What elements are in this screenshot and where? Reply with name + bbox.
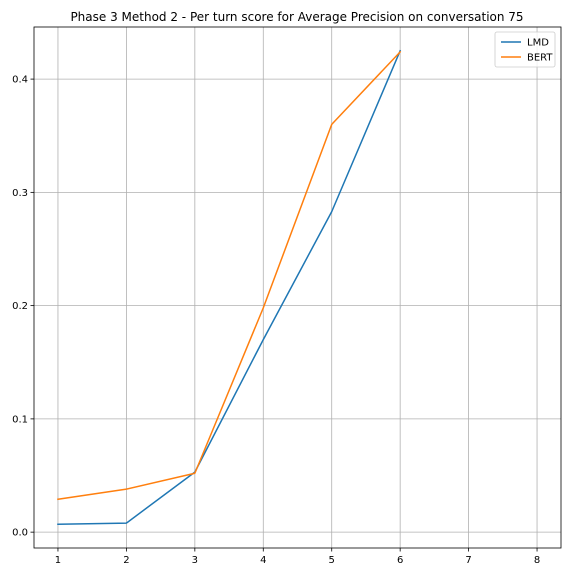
x-tick-label: 6 [397,555,403,566]
y-tick-label: 0.3 [12,188,28,199]
series-line-bert [57,50,402,501]
x-tick-label: 1 [55,555,61,566]
y-tick-label: 0.1 [12,414,28,425]
y-tick-label: 0.0 [12,528,28,539]
legend: LMD BERT [494,31,556,68]
axis-ticks: 1 2 3 4 5 6 7 8 0.0 0.1 0.2 0.3 0.4 [12,75,540,566]
grid [34,27,561,548]
legend-box [494,31,556,68]
x-tick-label: 2 [123,555,129,566]
x-tick-label: 4 [260,555,266,566]
legend-label-bert: BERT [527,53,553,64]
chart-title: Phase 3 Method 2 - Per turn score for Av… [70,10,523,24]
x-tick-label: 8 [534,555,540,566]
y-tick-label: 0.4 [12,75,28,86]
x-tick-label: 7 [465,555,471,566]
legend-label-lmd: LMD [527,38,549,49]
plot-frame [33,26,562,549]
series-lines [57,49,402,525]
x-tick-label: 5 [329,555,335,566]
series-line-lmd [57,49,402,525]
x-tick-label: 3 [192,555,198,566]
y-tick-label: 0.2 [12,301,28,312]
